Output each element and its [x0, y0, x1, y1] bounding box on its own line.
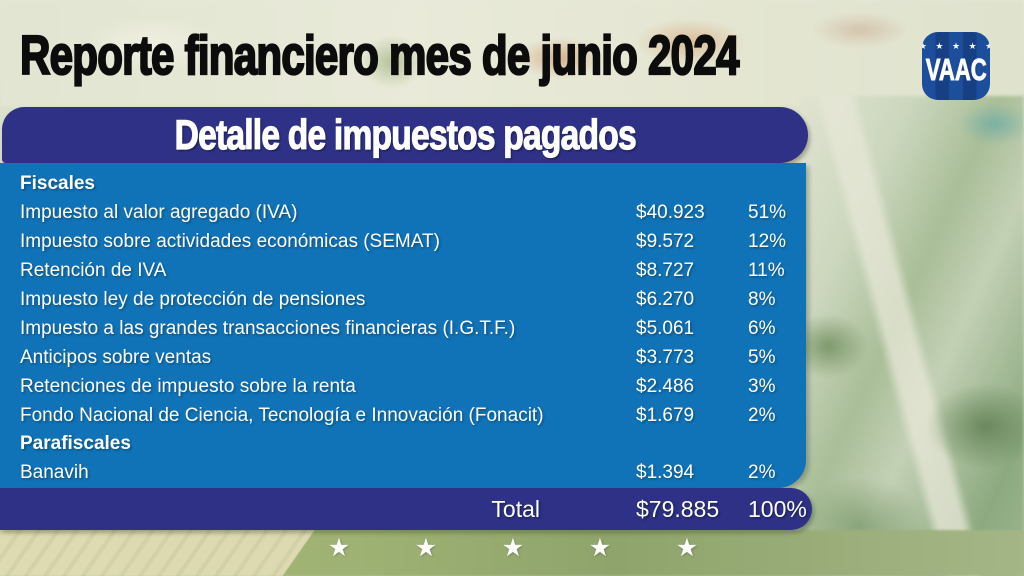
row-amount: $2.486: [636, 375, 695, 397]
row-label: Fondo Nacional de Ciencia, Tecnología e …: [20, 404, 544, 426]
row-label: Impuesto al valor agregado (IVA): [20, 202, 298, 224]
page-title: Reporte financiero mes de junio 2024: [19, 24, 740, 87]
row-label: Banavih: [20, 462, 89, 484]
section-row: Fiscales: [20, 170, 806, 199]
row-label: Impuesto a las grandes transacciones fin…: [20, 317, 516, 339]
tax-row: Impuesto a las grandes transacciones fin…: [20, 314, 806, 343]
row-percent: 51%: [748, 202, 787, 224]
total-amount: $79.885: [636, 495, 720, 522]
tax-row: Impuesto ley de protección de pensiones $…: [20, 286, 806, 315]
row-amount: $1.394: [636, 462, 695, 484]
table-header-bar: Detalle de impuestos pagados: [2, 107, 808, 163]
row-percent: 3%: [748, 375, 776, 397]
row-label: Retenciones de impuesto sobre la renta: [20, 375, 356, 397]
star-icon: ★: [588, 534, 612, 562]
logo-stars-icon: ★ ★ ★ ★ ★: [922, 41, 990, 51]
star-icon: ★: [414, 534, 438, 562]
row-amount: $9.572: [636, 231, 695, 253]
row-amount: $8.727: [636, 260, 695, 282]
row-label: Impuesto sobre actividades económicas (S…: [20, 231, 440, 253]
tax-row: Impuesto al valor agregado (IVA) $40.923 5…: [20, 199, 806, 228]
row-label: Retención de IVA: [20, 260, 167, 282]
row-percent: 8%: [748, 289, 776, 310]
vaac-logo: ★ ★ ★ ★ ★ VAAC: [922, 32, 990, 100]
tax-row: Retención de IVA $8.727 11%: [20, 257, 806, 286]
background-photo-road: [0, 526, 318, 576]
footer-stars: ★ ★ ★ ★ ★: [327, 536, 699, 561]
row-percent: 5%: [748, 346, 776, 368]
row-percent: 11%: [748, 260, 785, 282]
row-percent: 6%: [748, 317, 776, 339]
star-icon: ★: [675, 534, 699, 562]
total-label: Total: [491, 495, 540, 522]
total-percent: 100%: [748, 495, 807, 522]
tax-row: Anticipos sobre ventas $3.773 5%: [20, 343, 806, 372]
background-photo-right: [800, 96, 1024, 576]
row-amount: $5.061: [636, 317, 695, 339]
total-row: Total $79.885 100%: [0, 488, 812, 530]
tax-rows: Fiscales Impuesto al valor agregado (IVA)…: [20, 170, 806, 488]
star-icon: ★: [501, 534, 525, 562]
star-icon: ★: [327, 534, 351, 562]
row-amount: $40.923: [636, 202, 705, 224]
tax-row: Impuesto sobre actividades económicas (S…: [20, 228, 806, 257]
logo-text: VAAC: [925, 53, 987, 87]
row-percent: 2%: [748, 462, 776, 484]
row-amount: $3.773: [636, 346, 695, 368]
table-title: Detalle de impuestos pagados: [174, 110, 637, 158]
row-label: Parafiscales: [20, 433, 131, 455]
row-amount: $6.270: [636, 289, 695, 310]
section-row: Parafiscales: [20, 430, 806, 459]
row-label: Anticipos sobre ventas: [20, 346, 212, 368]
row-label: Fiscales: [20, 173, 95, 195]
row-label: Impuesto ley de protección de pensiones: [20, 289, 366, 310]
row-percent: 2%: [748, 404, 776, 426]
tax-row: Fondo Nacional de Ciencia, Tecnología e …: [20, 401, 806, 430]
row-percent: 12%: [748, 231, 787, 253]
tax-table: Fiscales Impuesto al valor agregado (IVA)…: [0, 163, 806, 488]
background-photo-top: [0, 0, 1024, 106]
tax-row: Banavih $1.394 2%: [20, 459, 806, 488]
row-amount: $1.679: [636, 404, 695, 426]
tax-row: Retenciones de impuesto sobre la renta $2…: [20, 372, 806, 401]
